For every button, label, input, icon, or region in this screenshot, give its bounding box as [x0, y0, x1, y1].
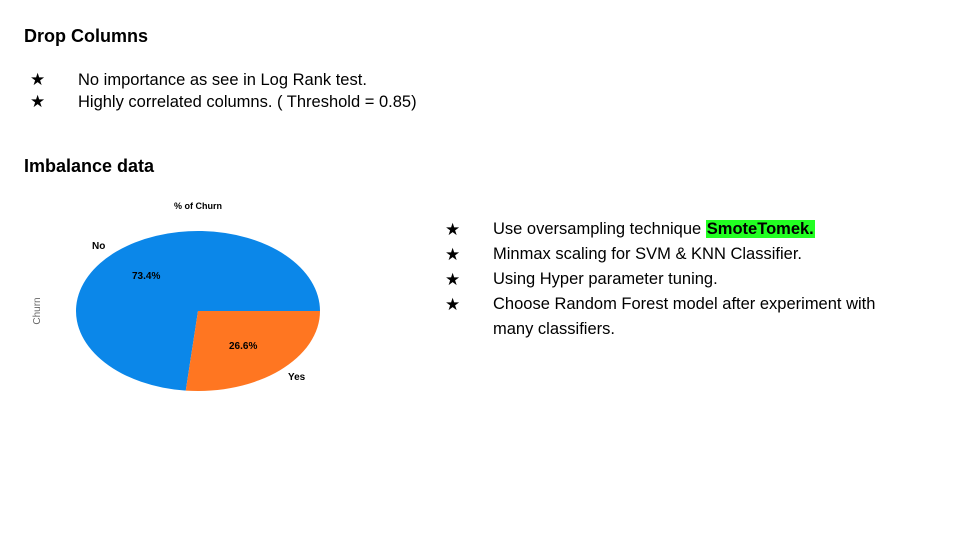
list-item: ★ Minmax scaling for SVM & KNN Classifier…	[445, 242, 885, 267]
pie-slice-yes	[185, 311, 320, 391]
drop-columns-list: ★ No importance as see in Log Rank test. …	[30, 69, 417, 113]
list-item: ★ No importance as see in Log Rank test.	[30, 70, 367, 89]
chart-ylabel: Churn	[32, 297, 43, 324]
slice-pct-no: 73.4%	[132, 271, 160, 282]
churn-pie-chart: % of Churn Churn No 73.4% Yes 26.6%	[32, 201, 321, 391]
smotetomek-highlight: SmoteTomek.	[705, 220, 815, 238]
star-icon: ★	[30, 70, 46, 89]
imbalance-data-heading: Imbalance data	[24, 156, 155, 176]
drop-columns-heading: Drop Columns	[24, 26, 148, 46]
pie-slice-no	[75, 231, 321, 391]
list-item: ★ Use oversampling technique SmoteTomek.	[445, 217, 885, 242]
slice-label-no: No	[92, 241, 105, 252]
list-item: ★ Highly correlated columns. ( Threshold …	[30, 92, 417, 111]
star-icon: ★	[445, 245, 461, 264]
star-icon: ★	[445, 270, 461, 289]
chart-title: % of Churn	[174, 201, 222, 211]
slice-pct-yes: 26.6%	[229, 341, 257, 352]
slice-label-yes: Yes	[288, 372, 306, 383]
list-item: ★ Using Hyper parameter tuning.	[445, 267, 885, 292]
star-icon: ★	[445, 295, 461, 314]
star-icon: ★	[445, 220, 461, 239]
imbalance-list: ★ Use oversampling technique SmoteTomek. …	[445, 217, 885, 342]
star-icon: ★	[30, 92, 46, 111]
list-item: ★ Choose Random Forest model after experi…	[445, 292, 885, 342]
